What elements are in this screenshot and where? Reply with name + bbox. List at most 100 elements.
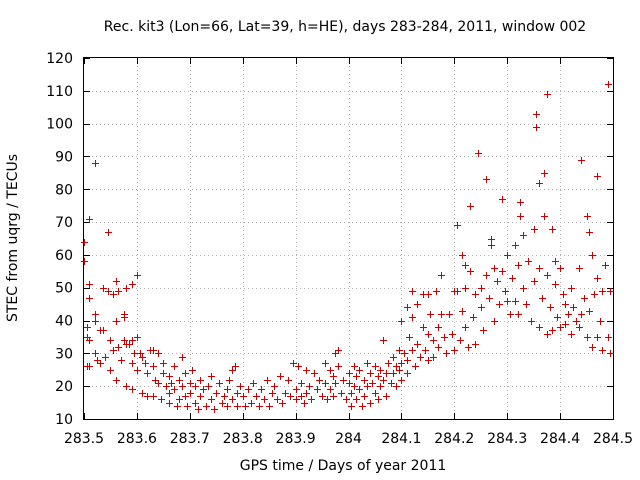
- y-axis-label: STEC from uqrg / TECUs: [5, 154, 21, 322]
- data-point: [414, 301, 421, 308]
- data-point: [367, 400, 374, 407]
- data-point: [570, 304, 577, 311]
- data-point: [346, 380, 353, 387]
- data-point: [134, 334, 141, 341]
- data-point: [92, 311, 99, 318]
- data-point: [454, 288, 461, 295]
- x-tick-label: 284.4: [540, 431, 580, 447]
- y-tick-label: 50: [55, 281, 73, 297]
- data-point: [168, 380, 175, 387]
- data-point: [113, 278, 120, 285]
- data-point: [152, 377, 159, 384]
- data-point: [176, 377, 183, 384]
- data-point: [390, 370, 397, 377]
- data-point: [361, 377, 368, 384]
- data-point: [277, 373, 284, 380]
- data-point: [504, 298, 511, 305]
- x-axis-label: GPS time / Days of year 2011: [240, 458, 447, 474]
- data-point: [581, 295, 588, 302]
- data-point: [229, 396, 236, 403]
- data-point: [335, 363, 342, 370]
- data-point: [203, 403, 210, 410]
- data-point: [81, 258, 88, 265]
- data-point: [557, 265, 564, 272]
- data-point: [256, 403, 263, 410]
- data-point: [380, 337, 387, 344]
- data-point: [314, 386, 321, 393]
- data-point: [92, 160, 99, 167]
- data-point: [401, 350, 408, 357]
- data-point: [470, 314, 477, 321]
- data-point: [131, 350, 138, 357]
- y-tick-label: 20: [55, 379, 73, 395]
- data-point: [121, 337, 128, 344]
- data-point: [105, 229, 112, 236]
- data-point: [438, 311, 445, 318]
- data-point: [364, 383, 371, 390]
- data-point: [396, 367, 403, 374]
- data-point: [166, 373, 173, 380]
- data-point: [142, 360, 149, 367]
- x-tick-label: 284: [335, 431, 362, 447]
- data-point: [589, 252, 596, 259]
- data-point: [443, 350, 450, 357]
- data-point: [279, 400, 286, 407]
- data-point: [179, 383, 186, 390]
- data-point: [160, 360, 167, 367]
- data-point: [86, 295, 93, 302]
- data-point: [274, 396, 281, 403]
- data-point: [523, 301, 530, 308]
- x-tick-label: 283.7: [170, 431, 210, 447]
- data-point: [324, 396, 331, 403]
- data-point: [565, 311, 572, 318]
- data-point: [462, 262, 469, 269]
- x-axis-tick-labels: 283.5 283.6 283.7 283.8 283.9 284 284.1 284.2 28…: [64, 431, 633, 447]
- data-point: [343, 396, 350, 403]
- data-point: [211, 406, 218, 413]
- data-point: [110, 291, 117, 298]
- data-point: [242, 403, 249, 410]
- data-point: [383, 393, 390, 400]
- data-point: [465, 344, 472, 351]
- data-point: [520, 285, 527, 292]
- plot-frame: [83, 57, 614, 420]
- data-point: [504, 252, 511, 259]
- data-point: [449, 331, 456, 338]
- data-point: [224, 403, 231, 410]
- data-point: [578, 311, 585, 318]
- data-point: [502, 288, 509, 295]
- data-point: [594, 173, 601, 180]
- data-point: [602, 262, 609, 269]
- data-point: [459, 308, 466, 315]
- data-point: [356, 367, 363, 374]
- data-point: [134, 367, 141, 374]
- data-point: [327, 386, 334, 393]
- data-point: [462, 285, 469, 292]
- data-point: [536, 180, 543, 187]
- data-point: [562, 321, 569, 328]
- data-point: [353, 373, 360, 380]
- data-point: [568, 331, 575, 338]
- data-point: [176, 396, 183, 403]
- data-point: [137, 350, 144, 357]
- data-point: [269, 390, 276, 397]
- y-tick-label: 40: [55, 314, 73, 330]
- data-point: [515, 262, 522, 269]
- data-point: [126, 341, 133, 348]
- data-point: [576, 324, 583, 331]
- data-point: [348, 403, 355, 410]
- data-point: [234, 390, 241, 397]
- data-point: [335, 347, 342, 354]
- data-point: [144, 393, 151, 400]
- data-point: [435, 324, 442, 331]
- data-point: [144, 370, 151, 377]
- data-point: [467, 268, 474, 275]
- data-point: [332, 350, 339, 357]
- data-point: [525, 258, 532, 265]
- data-point: [86, 363, 93, 370]
- x-tick-label: 284.3: [487, 431, 527, 447]
- data-point: [584, 213, 591, 220]
- x-tick-label: 283.8: [223, 431, 263, 447]
- data-point: [129, 360, 136, 367]
- data-point: [295, 363, 302, 370]
